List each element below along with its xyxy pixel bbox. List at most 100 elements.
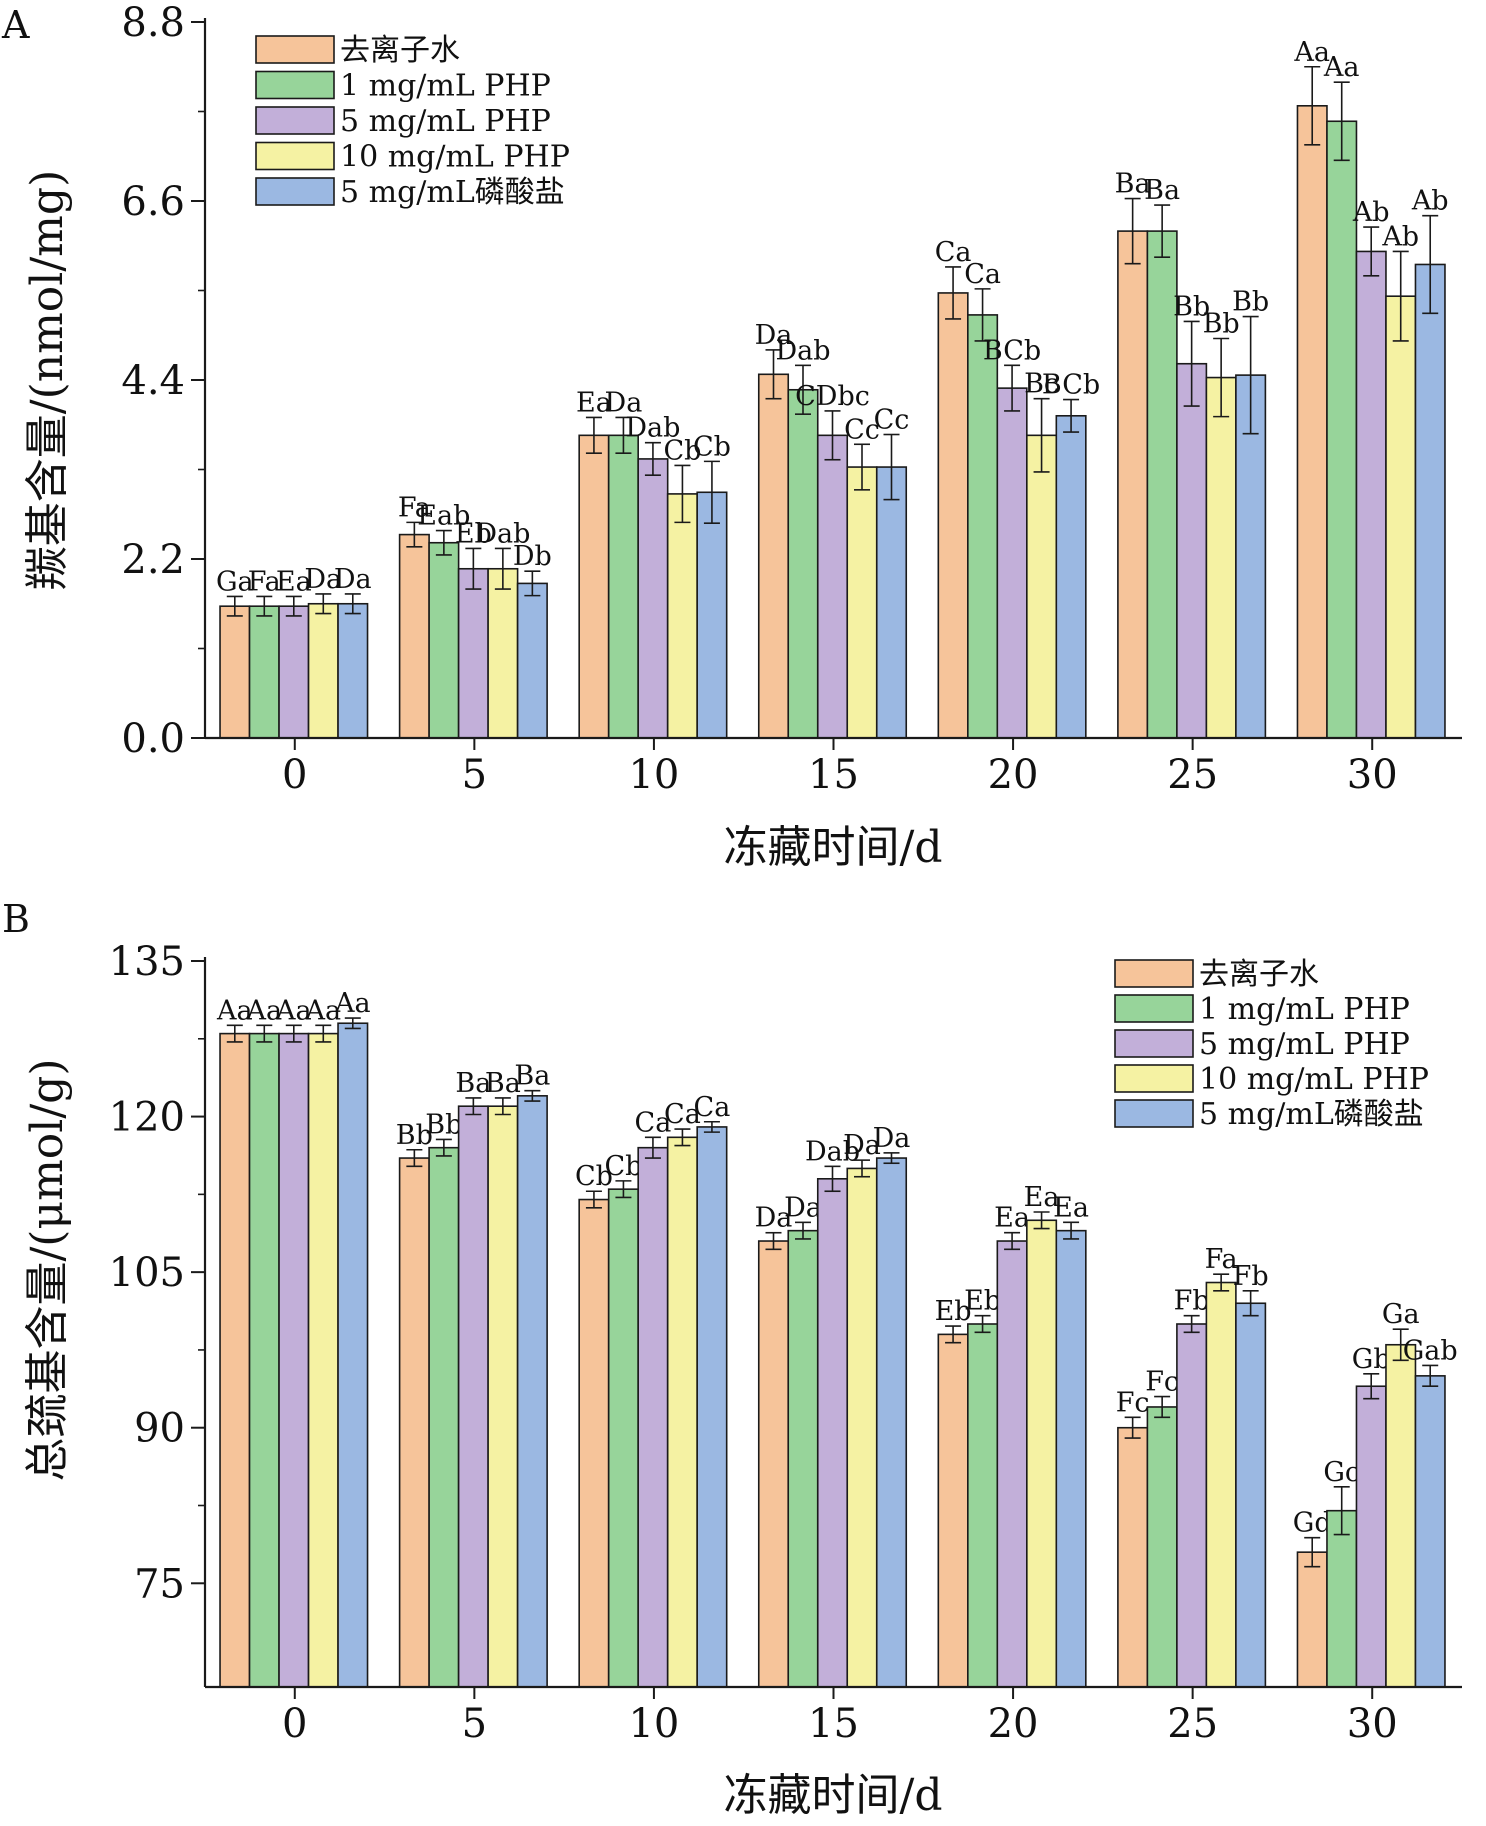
bar (219, 1032, 251, 1688)
bar-annotation: Eb (964, 1286, 1001, 1317)
bar (278, 1032, 310, 1688)
bar-annotation: Dab (475, 518, 530, 549)
bar (607, 434, 639, 739)
bar (487, 567, 519, 739)
y-tick-label: 4.4 (121, 358, 185, 404)
bar-annotation: Aa (1323, 52, 1360, 83)
bar (428, 541, 460, 739)
bar-annotation: Da (755, 320, 793, 351)
bar (1296, 105, 1328, 739)
panel-b-chart: B 总巯基含量/(μmol/g) 冻藏时间/d AaAaAaAaAa0BbBbB… (2, 897, 1462, 1821)
x-tick-label: 10 (628, 1701, 679, 1747)
bar (1176, 362, 1208, 739)
panel-b-label: B (2, 897, 30, 941)
bar-annotation: Ca (694, 1092, 731, 1123)
bar (696, 1126, 728, 1688)
bar-annotation: CDbc (795, 381, 870, 412)
legend-swatch (255, 141, 335, 171)
y-tick-label: 75 (134, 1561, 185, 1607)
x-tick-label: 5 (462, 752, 487, 798)
x-tick-label: 20 (988, 1701, 1039, 1747)
bar-annotation: Bb (396, 1120, 433, 1151)
bar (787, 1229, 819, 1688)
bar-annotation: Ga (1382, 1299, 1420, 1330)
bar-annotation: Aa (1293, 37, 1330, 68)
bar (967, 314, 999, 739)
bar (516, 1095, 548, 1688)
legend-swatch (1114, 959, 1194, 988)
bar-annotation: Ab (1381, 221, 1419, 252)
bar-annotation: Ca (635, 1107, 672, 1138)
bar (1296, 1551, 1328, 1688)
x-tick-label: 15 (808, 1701, 859, 1747)
legend-swatch (1114, 1064, 1194, 1093)
x-tick-label: 0 (282, 1701, 307, 1747)
bar (1055, 414, 1087, 739)
legend-label: 5 mg/mL磷酸盐 (340, 175, 565, 210)
bar-annotation: Aa (304, 995, 341, 1026)
bar (248, 1032, 280, 1688)
bar (516, 582, 548, 739)
x-tick-label: 25 (1167, 1701, 1218, 1747)
bar-annotation: Eb (935, 1296, 972, 1327)
bar (428, 1146, 460, 1688)
bar (757, 1240, 790, 1688)
bar-annotation: Ba (1144, 175, 1180, 206)
bar-annotation: Fb (1174, 1286, 1210, 1317)
bar-annotation: Cb (575, 1161, 613, 1192)
panel-a-chart: A 羰基含量/(nmol/mg) 冻藏时间/d GaFaEaDaDa0FaEab… (1, 0, 1462, 873)
bar (666, 1136, 698, 1688)
panel-a-x-axis-title: 冻藏时间/d (724, 822, 943, 873)
bar-annotation: Bb (1232, 287, 1269, 318)
bar-annotation: Ba (514, 1061, 550, 1092)
x-tick-label: 0 (282, 752, 307, 798)
bar (1205, 1281, 1237, 1688)
legend-label: 去离子水 (1199, 957, 1319, 992)
legend-label: 5 mg/mL磷酸盐 (1199, 1097, 1424, 1132)
x-tick-label: 30 (1347, 752, 1398, 798)
bar (487, 1105, 519, 1688)
legend-swatch (255, 70, 335, 100)
bar (696, 491, 728, 739)
bar (967, 1323, 999, 1688)
bar (398, 1157, 430, 1688)
bar-annotation: Ab (1411, 186, 1449, 217)
legend-swatch (1114, 994, 1194, 1023)
bar-annotation: Gc (1323, 1457, 1360, 1488)
y-tick-label: 0.0 (121, 716, 185, 762)
bar-annotation: Cb (693, 431, 731, 462)
bar-annotation: Ea (576, 387, 612, 418)
legend-swatch (255, 106, 335, 135)
bar (337, 602, 369, 739)
bar-annotation: Da (605, 387, 643, 418)
legend-label: 10 mg/mL PHP (1199, 1062, 1429, 1097)
bar (875, 1157, 908, 1688)
bar (457, 1105, 489, 1688)
bar-annotation: Bb (1203, 309, 1240, 340)
y-tick-label: 2.2 (121, 537, 185, 583)
bar-annotation: Dab (775, 335, 830, 366)
bar-annotation: Aa (245, 995, 282, 1026)
legend-swatch (1114, 1029, 1194, 1058)
bar-annotation: BCb (983, 335, 1041, 366)
bar (1385, 295, 1417, 739)
bar-annotation: Gab (1403, 1335, 1458, 1366)
bar-annotation: Fc (1145, 1367, 1179, 1398)
legend-label: 1 mg/mL PHP (1199, 992, 1410, 1027)
bar (1117, 1426, 1149, 1688)
bar (1055, 1229, 1087, 1688)
legend-swatch (255, 35, 335, 64)
bar (996, 1240, 1028, 1688)
y-tick-label: 8.8 (121, 0, 185, 46)
bar (666, 493, 698, 739)
bar (937, 292, 969, 739)
bar (219, 605, 251, 739)
bar (607, 1188, 639, 1688)
bar (1355, 250, 1387, 739)
legend-swatch (1114, 1099, 1194, 1128)
bar-annotation: Fa (1205, 1244, 1238, 1275)
legend-label: 5 mg/mL PHP (340, 104, 551, 139)
bar (278, 605, 310, 739)
